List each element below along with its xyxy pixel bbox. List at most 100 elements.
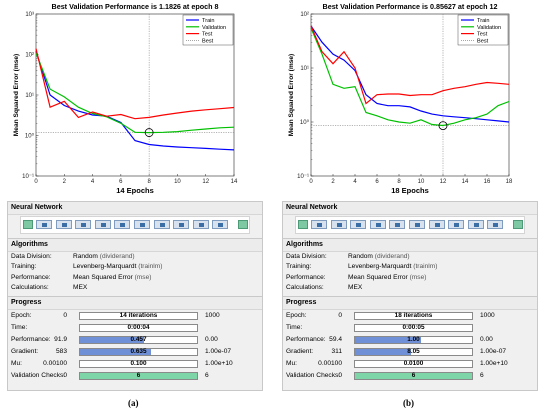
progress-min: 0.00100 xyxy=(318,360,342,367)
algorithm-label: Training: xyxy=(11,263,37,271)
algorithm-name: MEX xyxy=(348,284,363,292)
progress-label: Epoch: xyxy=(11,312,32,319)
algorithm-function: (trainlm) xyxy=(138,263,163,271)
progress-min: 59.4 xyxy=(329,336,342,343)
x-tick-label: 12 xyxy=(440,179,447,185)
algorithm-value: Levenberg-Marquardt (trainlm) xyxy=(348,263,437,270)
algorithm-row: Calculations: MEX xyxy=(286,284,534,293)
progress-max: 1000 xyxy=(205,312,220,319)
best-marker xyxy=(438,121,448,131)
progress-fill xyxy=(80,337,145,343)
progress-label: Epoch: xyxy=(286,312,307,319)
progress-label: Performance: xyxy=(11,336,51,343)
progress-bar: 0.0100 xyxy=(354,360,473,368)
progress-min: 0.00100 xyxy=(43,360,67,367)
algorithm-function: (trainlm) xyxy=(413,263,438,271)
layer-glyph-icon xyxy=(395,223,401,227)
algorithm-name: Mean Squared Error xyxy=(73,273,133,281)
progress-row: Mu: 0.00100 0.100 1.00e+10 xyxy=(11,360,259,369)
training-tool: Neural Network Algorithms Data Division: Ra… xyxy=(7,201,263,391)
best-marker xyxy=(144,128,154,137)
algorithm-label: Performance: xyxy=(286,273,326,281)
layer-block-icon xyxy=(153,220,170,229)
performance-chart: Best Validation Performance is 0.85627 a… xyxy=(288,2,513,195)
progress-value: 0.635 xyxy=(130,348,147,355)
layer-block-icon xyxy=(369,220,386,229)
x-tick-label: 10 xyxy=(174,179,181,185)
algorithm-label: Data Division: xyxy=(286,253,327,260)
layer-glyph-icon xyxy=(493,223,499,227)
progress-min: 0 xyxy=(63,312,67,319)
section-title: Progress xyxy=(286,299,317,306)
progress-bar: 0:00:05 xyxy=(354,324,473,332)
performance-chart: Best Validation Performance is 1.1826 at… xyxy=(13,2,238,195)
layer-glyph-icon xyxy=(100,223,106,227)
x-tick-label: 4 xyxy=(353,179,357,185)
progress-label: Time: xyxy=(286,324,303,331)
progress-value: 14 iterations xyxy=(119,312,158,319)
legend-label: Train xyxy=(477,18,490,24)
progress-max: 0.00 xyxy=(205,336,218,343)
progress-label: Time: xyxy=(11,324,28,331)
progress-row: Time: 0:00:04 xyxy=(11,324,259,333)
progress-value: 0:00:04 xyxy=(127,324,150,331)
algorithm-function: (dividerand) xyxy=(374,253,410,260)
layer-block-icon xyxy=(114,220,131,229)
legend-label: Validation xyxy=(477,25,501,31)
progress-max: 1.00e+10 xyxy=(205,360,233,367)
training-tool: Neural Network Algorithms Data Division: Ra… xyxy=(282,201,538,391)
progress-bar: 1.00 xyxy=(354,336,473,344)
input-node-icon xyxy=(298,220,308,229)
progress-row: Gradient: 583 0.635 1.00e-07 xyxy=(11,348,259,357)
algorithm-label: Calculations: xyxy=(286,284,324,292)
series-line-validation xyxy=(35,52,235,134)
progress-min: 0 xyxy=(63,372,67,379)
y-tick-label: 10² xyxy=(25,53,34,59)
algorithm-row: Training: Levenberg-Marquardt (trainlm) xyxy=(11,263,259,272)
progress-value: 8.05 xyxy=(407,348,420,355)
output-node-icon xyxy=(513,220,523,229)
section-title: Neural Network xyxy=(286,204,338,211)
legend-label: Best xyxy=(202,38,214,44)
layer-block-icon xyxy=(428,220,445,229)
algorithm-value: Mean Squared Error (mse) xyxy=(73,274,151,281)
x-tick-label: 4 xyxy=(91,179,95,185)
y-tick-label: 10⁻¹ xyxy=(297,174,309,180)
algorithm-label: Performance: xyxy=(11,273,51,281)
algorithm-value: Levenberg-Marquardt (trainlm) xyxy=(73,263,162,270)
algorithm-row: Data Division: Random (dividerand) xyxy=(286,253,534,262)
algorithm-function: (mse) xyxy=(134,273,152,281)
y-axis-label: Mean Squared Error (mse) xyxy=(288,54,295,136)
layer-glyph-icon xyxy=(61,223,67,227)
x-tick-label: 18 xyxy=(506,179,513,185)
x-axis-label: 18 Epochs xyxy=(391,186,429,195)
layer-block-icon xyxy=(389,220,406,229)
algorithm-function: (dividerand) xyxy=(99,253,135,260)
layer-glyph-icon xyxy=(120,223,126,227)
legend-label: Best xyxy=(477,38,489,44)
progress-section: Progress Epoch: 0 18 iterations 1000 Time: 0:0… xyxy=(283,296,537,390)
section-header: Algorithms xyxy=(8,238,262,252)
algorithm-row: Performance: Mean Squared Error (mse) xyxy=(11,274,259,283)
progress-max: 1.00e-07 xyxy=(480,348,507,355)
panel-caption: (a) xyxy=(128,398,139,408)
algorithm-name: Random xyxy=(348,253,373,260)
x-tick-label: 12 xyxy=(202,179,209,185)
algorithm-row: Calculations: MEX xyxy=(11,284,259,293)
algorithms-section: Algorithms Data Division: Random (dividera… xyxy=(8,238,262,296)
layer-glyph-icon xyxy=(140,223,145,227)
progress-bar: 18 iterations xyxy=(354,312,473,320)
progress-value: 6 xyxy=(136,372,141,379)
panel-b: Best Validation Performance is 0.85627 a… xyxy=(275,0,550,417)
output-node-icon xyxy=(238,220,248,229)
legend-label: Test xyxy=(202,32,213,38)
network-section: Neural Network xyxy=(283,202,537,238)
x-tick-label: 2 xyxy=(331,179,335,185)
progress-bar: 8.05 xyxy=(354,348,473,356)
layer-glyph-icon xyxy=(454,223,460,227)
progress-bar: 0.100 xyxy=(79,360,198,368)
layer-glyph-icon xyxy=(434,223,440,227)
layer-glyph-icon xyxy=(473,223,479,227)
layer-block-icon xyxy=(311,220,327,229)
algorithm-function: (mse) xyxy=(409,273,427,281)
